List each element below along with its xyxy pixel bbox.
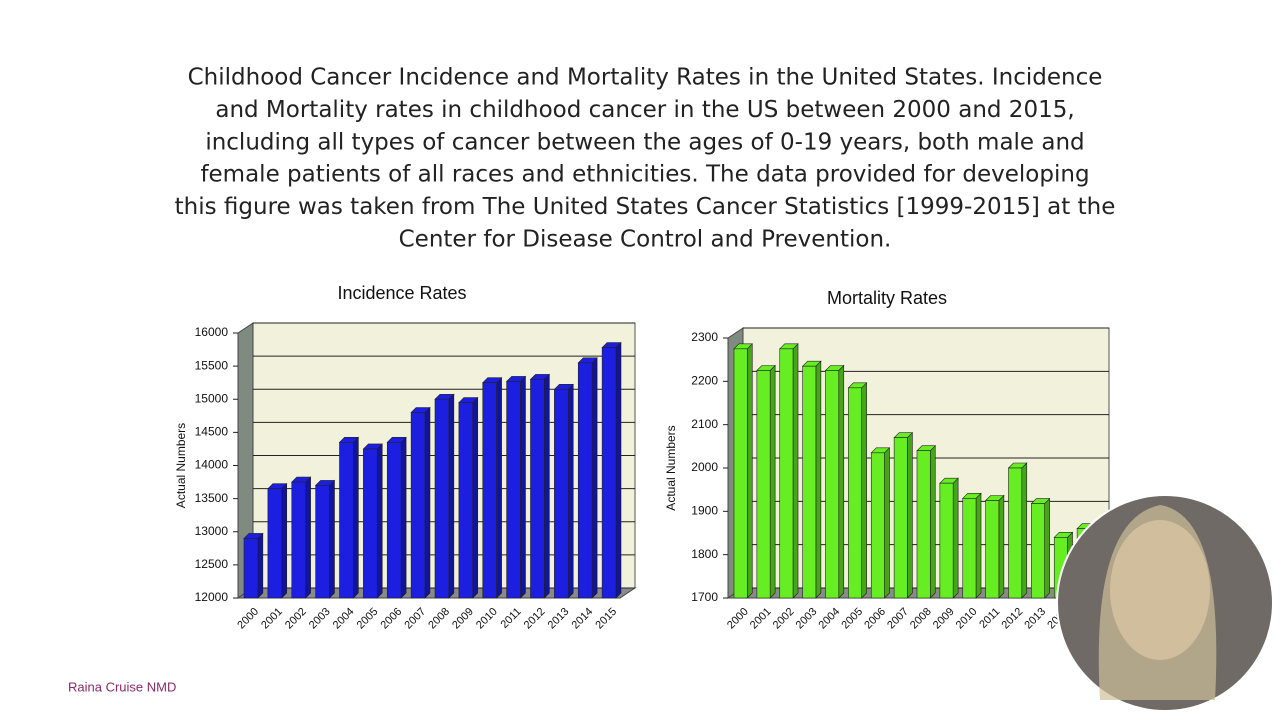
bar — [939, 482, 954, 599]
bar-side-shade — [448, 394, 454, 598]
bar-side-shade — [329, 480, 335, 598]
bar — [267, 488, 283, 599]
bar — [1031, 503, 1045, 599]
bar-side-shade — [747, 343, 753, 598]
bar-side-shade — [976, 493, 982, 598]
caption-line: Center for Disease Control and Preventio… — [399, 227, 892, 253]
bar — [985, 500, 1000, 599]
bar — [1008, 467, 1023, 599]
bar — [802, 365, 817, 599]
bar-side-shade — [770, 365, 776, 598]
bar-side-shade — [815, 361, 821, 598]
bar-side-shade — [496, 377, 502, 598]
webcam-hair — [1098, 505, 1217, 700]
y-tick-label: 15500 — [195, 358, 229, 372]
bar — [916, 450, 931, 599]
y-tick-label: 1800 — [691, 547, 718, 561]
bar — [870, 452, 885, 599]
bar — [962, 498, 977, 599]
chart-title: Mortality Rates — [827, 288, 947, 308]
bar — [363, 448, 378, 599]
bar-side-shade — [281, 483, 287, 598]
bar-side-shade — [930, 445, 936, 598]
bar-side-shade — [472, 397, 478, 598]
bar-side-shade — [401, 437, 407, 598]
bar — [410, 412, 426, 599]
bar — [339, 442, 354, 599]
y-tick-label: 2200 — [691, 374, 718, 388]
bar-side-shade — [907, 432, 913, 598]
y-tick-label: 14000 — [195, 458, 229, 472]
bar — [315, 485, 330, 599]
y-tick-label: 1700 — [691, 590, 718, 604]
bar-side-shade — [998, 495, 1004, 598]
caption-line: including all types of cancer between th… — [205, 129, 1084, 155]
bar-side-shade — [615, 342, 621, 598]
bar-side-shade — [884, 447, 890, 598]
bar — [554, 389, 569, 599]
bar — [386, 442, 402, 599]
bar-side-shade — [1044, 498, 1050, 598]
bar-side-shade — [544, 374, 550, 598]
y-tick-label: 1900 — [691, 504, 718, 518]
bar-side-shade — [257, 533, 263, 598]
bar — [530, 379, 545, 599]
caption-line: and Mortality rates in childhood cancer … — [215, 97, 1074, 123]
bar — [458, 402, 474, 599]
bar-side-shade — [377, 443, 383, 598]
bar-side-shade — [305, 477, 311, 598]
caption-line: female patients of all races and ethnici… — [200, 162, 1089, 188]
bar — [506, 381, 521, 599]
y-tick-label: 13000 — [195, 524, 229, 538]
bar — [291, 481, 306, 599]
bar — [482, 382, 497, 599]
bar-side-shade — [568, 384, 574, 598]
bar — [825, 370, 840, 599]
bar — [733, 348, 748, 599]
y-tick-label: 16000 — [195, 325, 229, 339]
y-axis-label: Actual Numbers — [664, 425, 678, 510]
y-tick-label: 2300 — [691, 330, 718, 344]
y-axis-label: Actual Numbers — [174, 423, 188, 508]
y-tick-label: 13500 — [195, 491, 229, 505]
bar-side-shade — [1021, 463, 1027, 598]
bar — [779, 348, 794, 599]
y-tick-label: 14500 — [195, 425, 229, 439]
bar-side-shade — [793, 343, 799, 598]
bar-side-shade — [838, 365, 844, 598]
bar-side-shade — [592, 357, 598, 598]
y-tick-label: 2100 — [691, 417, 718, 431]
bar-side-shade — [353, 437, 359, 598]
y-tick-label: 12000 — [195, 590, 229, 604]
y-tick-label: 2000 — [691, 460, 718, 474]
bar — [434, 398, 450, 599]
chart-title: Incidence Rates — [337, 283, 466, 303]
y-tick-label: 12500 — [195, 557, 229, 571]
y-tick-label: 15000 — [195, 391, 229, 405]
bar-side-shade — [424, 407, 430, 598]
caption-line: this figure was taken from The United St… — [175, 194, 1116, 220]
bar — [601, 347, 617, 599]
bar-side-shade — [953, 478, 959, 598]
bar — [893, 437, 908, 599]
bar-side-shade — [861, 382, 867, 598]
footer: Raina Cruise NMD — [68, 679, 176, 694]
bar-side-shade — [520, 376, 526, 598]
bar — [848, 387, 862, 599]
bar — [756, 370, 771, 599]
caption-line: Childhood Cancer Incidence and Mortality… — [188, 65, 1103, 91]
bar — [577, 362, 593, 599]
bar — [243, 538, 259, 599]
